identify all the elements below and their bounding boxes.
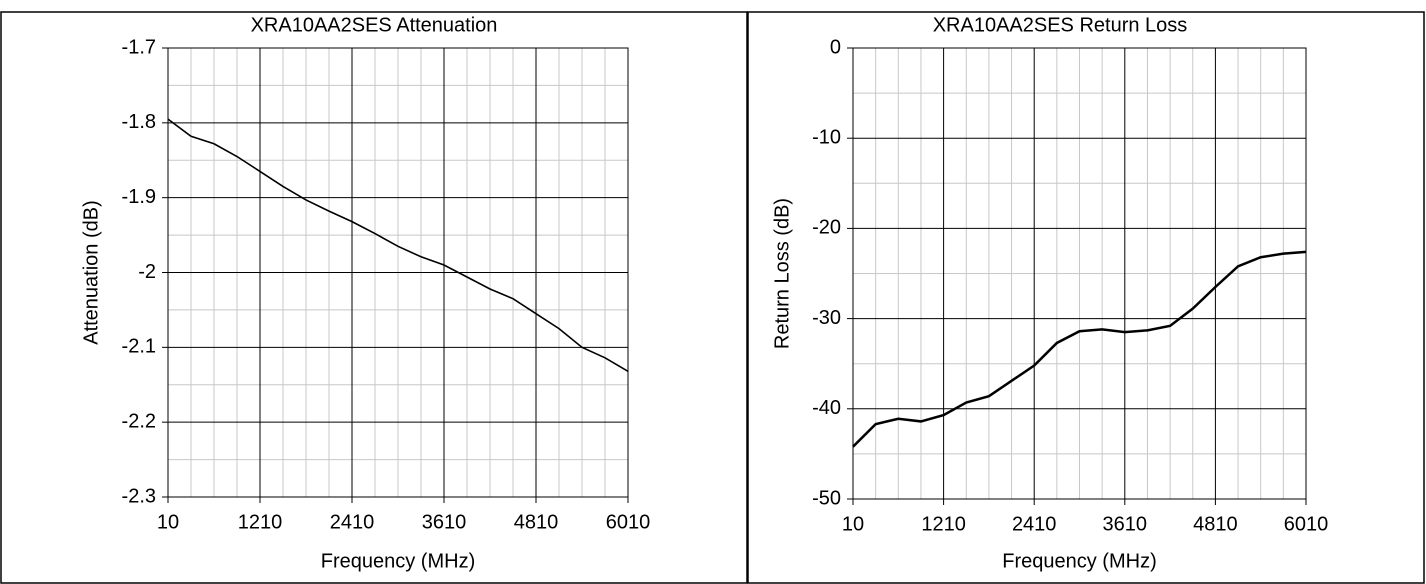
y-tick-label: -2.3	[122, 485, 156, 507]
x-tick-label: 10	[157, 511, 179, 533]
y-tick-label: -1.9	[122, 186, 156, 208]
y-tick-label: 0	[830, 36, 841, 58]
chart-title: XRA10AA2SES Attenuation	[251, 14, 498, 36]
x-axis-label: Frequency (MHz)	[321, 550, 475, 572]
y-tick-label: -30	[812, 307, 841, 329]
chart-title: XRA10AA2SES Return Loss	[933, 14, 1188, 36]
data-line	[167, 118, 629, 372]
x-tick-label: 10	[842, 513, 864, 535]
x-tick-label: 2410	[330, 511, 375, 533]
y-tick-label: -20	[812, 217, 841, 239]
x-tick-label: 3610	[422, 511, 467, 533]
x-tick-label: 2410	[1012, 513, 1057, 535]
x-tick-label: 4810	[1193, 513, 1238, 535]
x-tick-label: 4810	[514, 511, 559, 533]
y-tick-label: -10	[812, 126, 841, 148]
y-axis-label: Attenuation (dB)	[80, 200, 102, 345]
plot-frame	[167, 47, 629, 498]
x-tick-label: 1210	[238, 511, 283, 533]
x-tick-label: 1210	[921, 513, 966, 535]
y-tick-label: -2.2	[122, 410, 156, 432]
y-tick-label: -50	[812, 487, 841, 509]
y-tick-label: -1.8	[122, 111, 156, 133]
panel-border	[0, 11, 748, 584]
plot-frame	[852, 47, 1307, 500]
y-tick-label: -2	[138, 261, 156, 283]
x-tick-label: 6010	[606, 511, 651, 533]
data-line	[852, 250, 1307, 448]
y-tick-label: -2.1	[122, 336, 156, 358]
x-tick-label: 6010	[1284, 513, 1329, 535]
panel-border	[747, 11, 1425, 584]
x-tick-label: 3610	[1103, 513, 1148, 535]
y-axis-label: Return Loss (dB)	[771, 198, 793, 349]
y-tick-label: -1.7	[122, 36, 156, 58]
y-tick-label: -40	[812, 397, 841, 419]
x-axis-label: Frequency (MHz)	[1002, 550, 1156, 572]
